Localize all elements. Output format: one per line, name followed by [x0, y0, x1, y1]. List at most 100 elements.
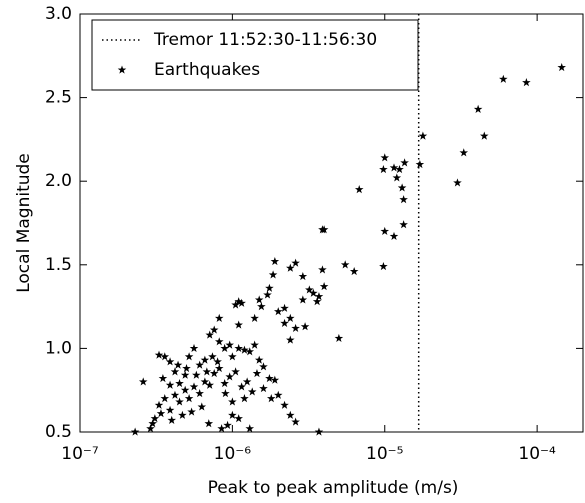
- earthquake-point: [557, 63, 566, 72]
- earthquake-point: [379, 165, 388, 174]
- earthquake-point: [242, 377, 252, 386]
- earthquake-point: [252, 368, 262, 378]
- earthquake-point: [319, 225, 329, 234]
- earthquake-point: [286, 313, 295, 322]
- earthquake-point: [180, 370, 190, 379]
- x-tick-label: 10⁻⁷: [61, 444, 99, 464]
- earthquake-point: [184, 352, 194, 361]
- legend-label: Earthquakes: [154, 60, 260, 80]
- legend-label: Tremor 11:52:30-11:56:30: [153, 30, 377, 50]
- y-tick-label: 1.5: [45, 255, 72, 275]
- earthquake-point: [250, 313, 259, 322]
- earthquake-point: [400, 158, 409, 167]
- earthquake-point: [146, 424, 155, 433]
- earthquake-point: [160, 394, 170, 403]
- earthquake-point: [305, 285, 314, 294]
- earthquake-point: [314, 292, 324, 301]
- earthquake-point: [380, 226, 390, 235]
- earthquake-point: [298, 272, 308, 281]
- earthquake-point: [291, 258, 300, 267]
- earthquake-point: [273, 390, 283, 399]
- earthquake-point: [165, 405, 175, 414]
- earthquake-point: [150, 414, 160, 423]
- earthquake-point: [453, 178, 462, 187]
- earthquake-point: [228, 397, 237, 406]
- earthquake-point: [175, 397, 184, 406]
- earthquake-point: [173, 360, 183, 369]
- earthquake-point: [214, 363, 224, 373]
- earthquake-point: [220, 379, 229, 388]
- earthquake-point: [268, 270, 278, 279]
- y-tick-label: 2.5: [45, 88, 72, 108]
- earthquake-point: [178, 410, 187, 419]
- earthquake-point: [240, 345, 249, 354]
- earthquake-point: [291, 417, 300, 426]
- earthquake-point: [202, 367, 212, 376]
- earthquake-point: [309, 288, 318, 297]
- earthquake-point: [187, 407, 196, 416]
- earthquake-point: [234, 320, 243, 329]
- earthquake-point: [245, 424, 255, 433]
- earthquake-point: [231, 300, 240, 309]
- earthquake-point: [286, 335, 295, 344]
- earthquake-point: [399, 220, 408, 229]
- earthquake-point: [158, 374, 168, 383]
- earthquake-point: [204, 419, 214, 428]
- earthquake-point: [334, 333, 344, 343]
- y-tick-label: 3.0: [45, 4, 72, 24]
- earthquake-point: [266, 394, 276, 403]
- legend-box: [91, 19, 419, 91]
- earthquake-point: [280, 318, 289, 327]
- earthquake-point: [205, 380, 214, 389]
- earthquake-point: [148, 419, 157, 428]
- earthquake-point: [180, 385, 190, 394]
- earthquake-point: [189, 382, 199, 391]
- earthquake-point: [205, 330, 214, 339]
- earthquake-point: [234, 297, 243, 306]
- earthquake-point: [184, 394, 194, 403]
- x-tick-label: 10⁻⁴: [518, 444, 556, 464]
- earthquake-point: [231, 367, 240, 376]
- earthquake-point: [286, 263, 295, 272]
- x-tick-label: 10⁻⁵: [366, 444, 403, 464]
- earthquake-point: [182, 363, 191, 373]
- earthquake-point: [340, 260, 350, 269]
- earthquake-point: [389, 231, 399, 241]
- earthquake-point: [270, 375, 280, 384]
- earthquake-point: [318, 265, 327, 274]
- legend-swatch: [117, 65, 127, 74]
- y-tick-label: 2.0: [45, 171, 72, 191]
- earthquake-point: [213, 357, 222, 366]
- earthquake-point: [209, 325, 219, 334]
- earthquake-point: [459, 148, 469, 157]
- earthquake-point: [286, 410, 295, 419]
- earthquake-point: [354, 185, 364, 194]
- earthquake-point: [392, 173, 402, 182]
- earthquake-point: [473, 104, 483, 113]
- plot-frame: [79, 13, 584, 433]
- earthquake-point: [154, 350, 164, 359]
- earthquake-point: [273, 307, 283, 316]
- earthquake-point: [200, 355, 210, 364]
- earthquake-point: [225, 340, 234, 349]
- earthquake-point: [223, 420, 232, 429]
- earthquake-point: [170, 367, 180, 376]
- earthquake-point: [160, 352, 170, 361]
- earthquake-point: [167, 415, 177, 424]
- earthquake-point: [234, 414, 243, 423]
- earthquake-point: [221, 389, 230, 398]
- earthquake-point: [265, 283, 274, 292]
- earthquake-point: [245, 347, 255, 356]
- earthquake-point: [138, 377, 148, 386]
- earthquake-point: [165, 380, 175, 389]
- earthquake-point: [214, 313, 224, 322]
- earthquake-point: [154, 400, 164, 409]
- earthquake-point: [379, 261, 388, 271]
- earthquake-point: [189, 343, 199, 353]
- earthquake-point: [399, 195, 408, 204]
- earthquake-point: [415, 159, 425, 169]
- earthquake-point: [200, 377, 210, 386]
- y-axis-label: Local Magnitude: [14, 153, 34, 293]
- earthquake-point: [319, 282, 329, 291]
- earthquake-point: [220, 343, 229, 353]
